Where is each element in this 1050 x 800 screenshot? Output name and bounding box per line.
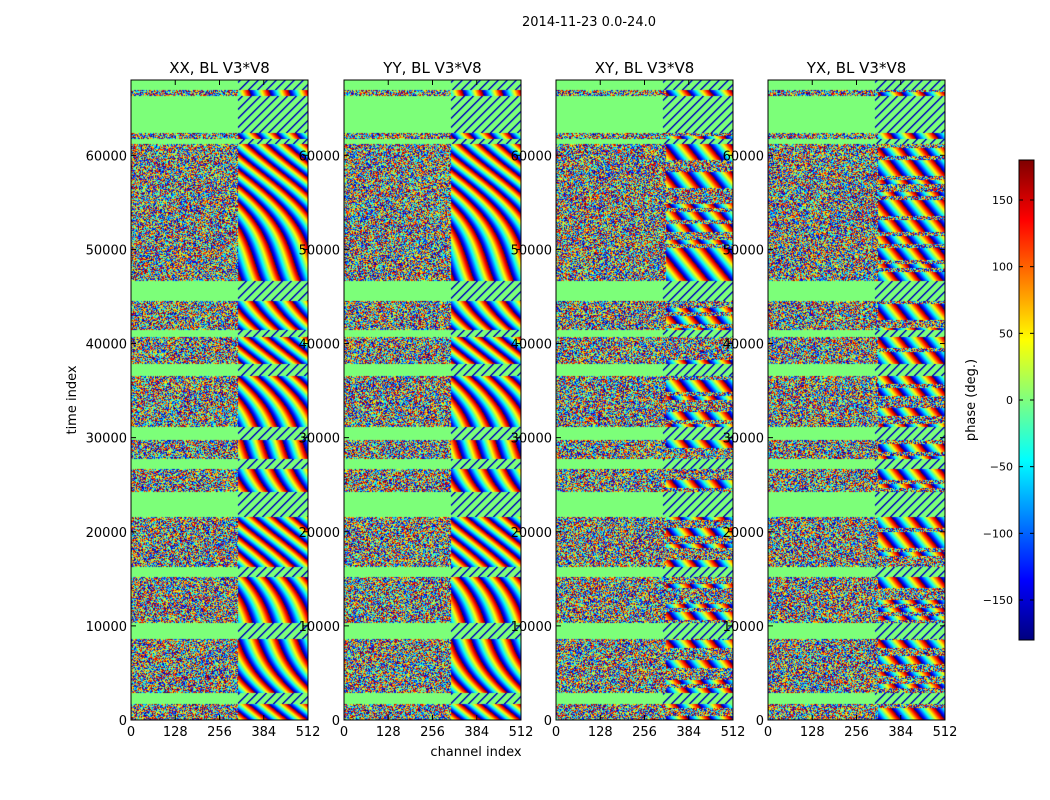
y-tick-label: 30000 [723,432,764,447]
colorbar-tick-label: −50 [990,461,1013,474]
x-tick-label: 256 [420,725,445,740]
y-tick-label: 50000 [511,243,552,258]
y-tick-label: 40000 [299,338,340,353]
phase-image-xy [556,80,733,720]
panel-title: XX, BL V3*V8 [169,59,270,77]
x-tick-label: 512 [296,725,321,740]
y-tick-label: 50000 [86,243,127,258]
y-axis-label: time index [65,365,80,434]
x-tick-label: 128 [800,725,825,740]
x-tick-label: 384 [251,725,276,740]
panel-title: YX, BL V3*V8 [806,59,907,77]
y-tick-label: 10000 [723,620,764,635]
phase-image-yx [768,80,945,720]
x-tick-label: 512 [721,725,746,740]
y-tick-label: 30000 [299,432,340,447]
x-tick-label: 0 [764,725,772,740]
colorbar-tick-label: −100 [983,527,1013,540]
x-tick-label: 128 [163,725,188,740]
phase-image-xx [131,80,308,720]
y-tick-label: 0 [756,714,764,729]
y-tick-label: 0 [119,714,127,729]
panel-yy: YY, BL V3*V8 0 128 256 384 512 0 10000 20000 3000… [299,59,534,740]
panel-xx: XX, BL V3*V8 0 128 256 384 512 0 10000 20000 3000… [86,59,321,740]
y-tick-label: 60000 [86,149,127,164]
y-tick-label: 10000 [86,620,127,635]
x-tick-label: 128 [588,725,613,740]
x-tick-label: 0 [340,725,348,740]
y-tick-label: 0 [544,714,552,729]
y-tick-label: 10000 [511,620,552,635]
y-tick-label: 30000 [511,432,552,447]
y-tick-label: 50000 [299,243,340,258]
colorbar-tick-label: 150 [992,194,1013,207]
colorbar-label: phase (deg.) [964,359,979,441]
colorbar-tick-label: −150 [983,594,1013,607]
y-tick-label: 10000 [299,620,340,635]
phase-image-yy [344,80,521,720]
x-tick-label: 512 [509,725,534,740]
x-tick-label: 0 [127,725,135,740]
colorbar: −150 −100 −50 0 50 100 150 phase (deg.) [964,159,1035,641]
x-tick-label: 384 [676,725,701,740]
y-tick-label: 20000 [86,526,127,541]
colorbar-tick-label: 100 [992,261,1013,274]
figure-suptitle: 2014-11-23 0.0-24.0 [522,15,656,30]
panel-yx: YX, BL V3*V8 0 128 256 384 512 0 10000 20000 3000… [723,59,958,740]
y-tick-label: 20000 [299,526,340,541]
y-tick-label: 40000 [511,338,552,353]
x-tick-label: 384 [888,725,913,740]
y-tick-label: 60000 [299,149,340,164]
colorbar-tick-label: 0 [1006,394,1013,407]
panel-title: YY, BL V3*V8 [382,59,481,77]
y-tick-label: 0 [332,714,340,729]
y-tick-label: 60000 [511,149,552,164]
y-tick-label: 40000 [86,338,127,353]
x-tick-label: 0 [552,725,560,740]
y-tick-label: 50000 [723,243,764,258]
panel-title: XY, BL V3*V8 [595,59,695,77]
y-tick-label: 30000 [86,432,127,447]
colorbar-tick-label: 50 [999,327,1013,340]
x-tick-label: 256 [632,725,657,740]
panels-group: XX, BL V3*V8 0 128 256 384 512 0 10000 20000 3000… [86,59,958,740]
x-tick-label: 128 [376,725,401,740]
y-tick-label: 60000 [723,149,764,164]
x-axis-label: channel index [430,745,521,760]
y-tick-label: 40000 [723,338,764,353]
x-tick-label: 384 [464,725,489,740]
x-tick-label: 256 [207,725,232,740]
x-tick-label: 512 [933,725,958,740]
y-tick-label: 20000 [511,526,552,541]
panel-xy: XY, BL V3*V8 0 128 256 384 512 0 10000 20000 3000… [511,59,746,740]
x-tick-label: 256 [844,725,869,740]
y-tick-label: 20000 [723,526,764,541]
